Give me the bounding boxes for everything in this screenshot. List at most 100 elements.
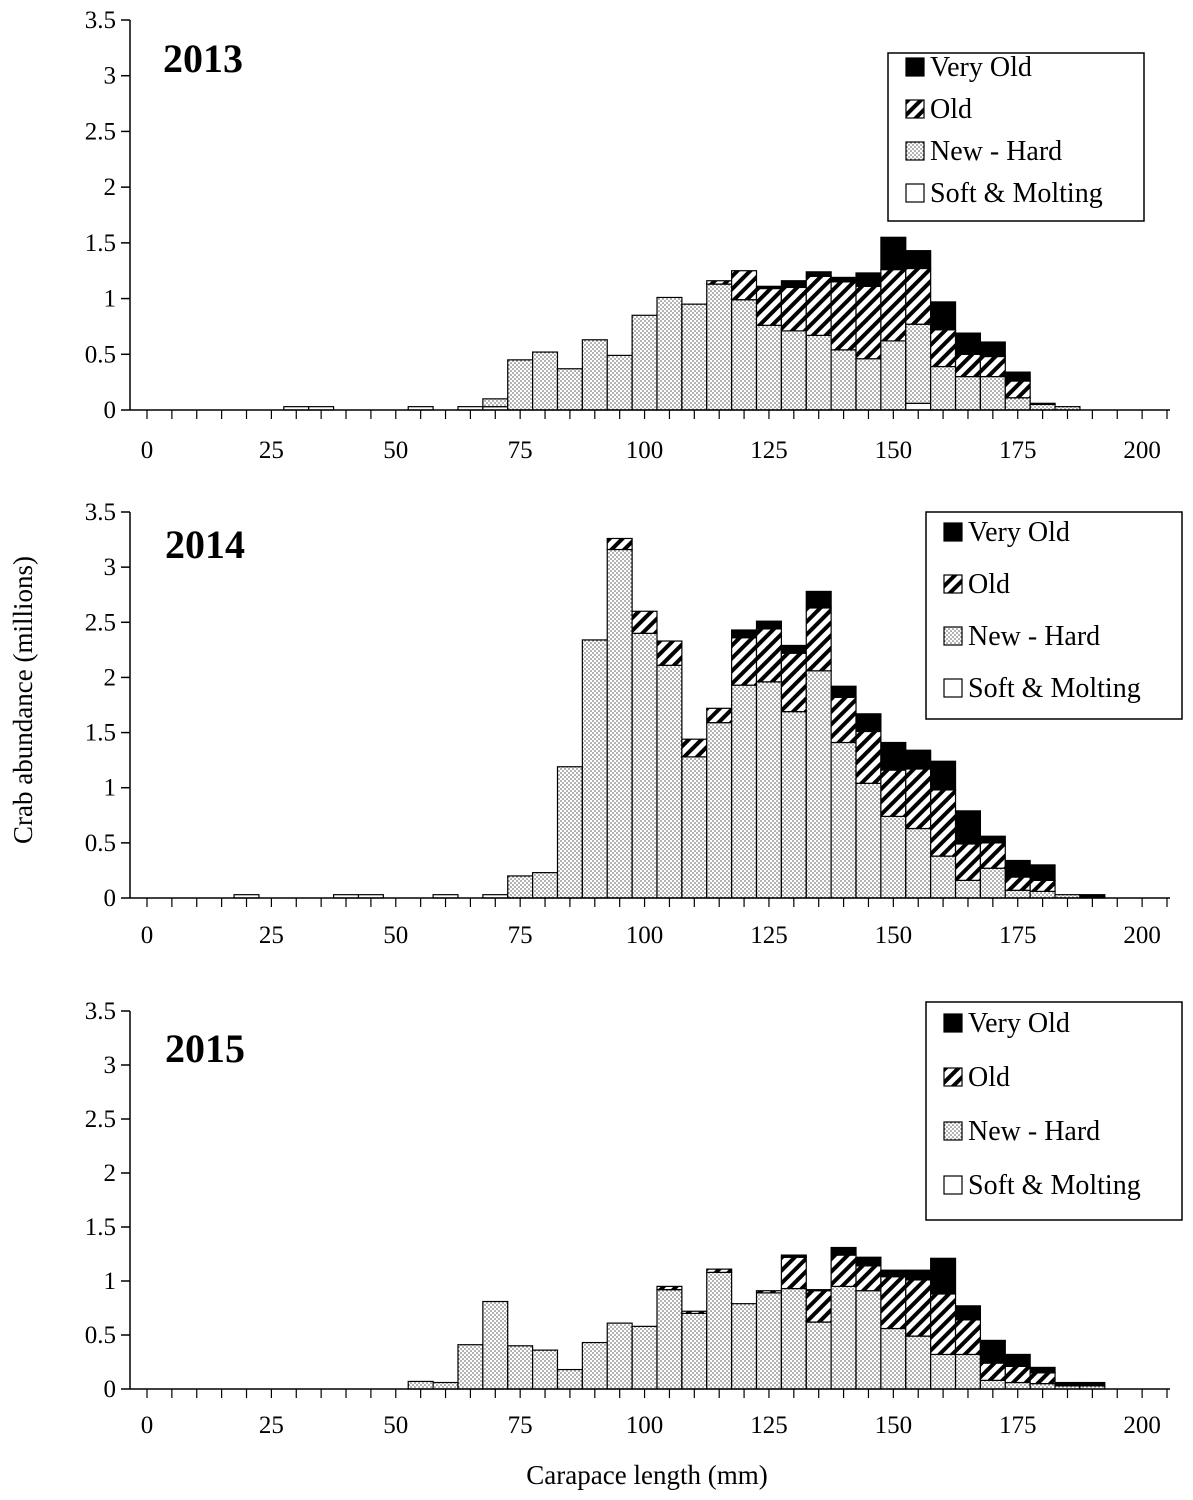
x-tick-label: 125: [750, 922, 788, 949]
bar-new-hard: [731, 1303, 758, 1390]
y-axis-title: Crab abundance (millions): [8, 556, 38, 844]
legend-label-very-old: Very Old: [968, 1008, 1070, 1039]
x-tick-label: 0: [141, 437, 154, 464]
panel-year-label: 2014: [165, 522, 245, 567]
bar-old: [1004, 1365, 1031, 1384]
y-tick-label: 0.5: [85, 341, 116, 368]
legend-label-new-hard: New - Hard: [968, 621, 1100, 652]
legend-swatch-new-hard: [943, 1121, 963, 1141]
legend-label-old: Old: [968, 569, 1010, 600]
bar-new-hard: [880, 815, 907, 899]
bar-new-hard: [805, 1321, 832, 1390]
bar-new-hard: [581, 639, 608, 899]
bar-old: [1029, 879, 1056, 892]
bar-new-hard: [979, 867, 1006, 899]
x-tick-label: 200: [1123, 1412, 1161, 1439]
bar-old: [930, 789, 957, 857]
x-tick-label: 200: [1123, 922, 1161, 949]
legend-label-old: Old: [930, 94, 972, 125]
y-tick-label: 0: [104, 885, 117, 912]
y-tick-label: 1.5: [85, 720, 116, 747]
bar-new-hard: [507, 359, 534, 411]
bar-old: [780, 286, 807, 332]
bar-old: [780, 1256, 807, 1290]
bar-soft-and-molting: [905, 402, 932, 411]
bar-old: [954, 843, 982, 881]
bar-very-old: [855, 1256, 882, 1267]
x-tick-label: 100: [626, 1412, 664, 1439]
x-tick-label: 175: [999, 922, 1037, 949]
bar-very-old: [905, 250, 932, 270]
legend-swatch-soft-and-molting: [905, 183, 925, 203]
legend-swatch-old: [905, 99, 925, 119]
bar-old: [805, 1290, 832, 1323]
y-tick-label: 2.5: [85, 118, 116, 145]
x-tick-label: 75: [508, 437, 533, 464]
y-tick-label: 0: [104, 1376, 117, 1403]
chart-panel-2013: 0 0.5 1 1.5 2 2.5 3 3.5 0 25 50 75 100 125 150 175 200 20…: [85, 7, 1170, 464]
legend: Very Old Old New - Hard Soft & Molting: [925, 1001, 1183, 1221]
legend-label-soft-and-molting: Soft & Molting: [930, 178, 1103, 209]
bar-new-hard: [1004, 397, 1031, 411]
bar-very-old: [755, 620, 782, 630]
bar-new-hard: [855, 1290, 882, 1390]
bar-very-old: [954, 810, 982, 845]
bar-old: [979, 355, 1006, 378]
bar-very-old: [880, 741, 907, 771]
chart-panel-2014: 0 0.5 1 1.5 2 2.5 3 3.5 0 25 50 75 100 125 150 175 200 20…: [85, 499, 1183, 949]
bar-old: [855, 1265, 882, 1292]
bar-new-hard: [407, 1380, 434, 1390]
y-tick-label: 0.5: [85, 830, 116, 857]
bar-old: [1029, 1372, 1056, 1385]
bar-very-old: [1079, 894, 1106, 898]
bar-new-hard: [905, 827, 932, 899]
y-tick-label: 3: [104, 63, 117, 90]
legend-box: [887, 52, 1145, 222]
bar-very-old: [780, 1254, 807, 1258]
bar-old: [656, 1285, 683, 1291]
x-axis-title: Carapace length (mm): [526, 1460, 767, 1490]
legend-swatch-very-old: [943, 522, 963, 542]
legend-swatch-very-old: [943, 1013, 963, 1033]
bar-new-hard: [556, 1368, 583, 1390]
legend-label-new-hard: New - Hard: [930, 136, 1062, 167]
bar-old: [805, 607, 832, 672]
bar-new-hard: [930, 365, 957, 411]
x-tick-label: 100: [626, 922, 664, 949]
bar-new-hard: [631, 1325, 658, 1390]
y-tick-label: 2.5: [85, 1106, 116, 1133]
bar-new-hard: [482, 1300, 509, 1390]
bar-very-old: [805, 590, 832, 609]
bar-new-hard: [606, 548, 633, 899]
bar-new-hard: [681, 1312, 708, 1390]
bar-new-hard: [954, 879, 982, 899]
legend-swatch-old: [943, 1067, 963, 1087]
bar-new-hard: [1029, 403, 1056, 411]
x-tick-label: 125: [750, 1412, 788, 1439]
bar-new-hard: [830, 349, 857, 411]
bar-old: [656, 640, 683, 666]
bar-old: [979, 1362, 1006, 1381]
bar-old: [606, 537, 633, 551]
x-tick-label: 150: [875, 437, 913, 464]
bar-old: [706, 707, 733, 724]
bar-new-hard: [581, 1341, 608, 1390]
bar-very-old: [1004, 859, 1031, 878]
bar-new-hard: [507, 1345, 534, 1390]
bar-very-old: [954, 332, 982, 355]
bar-new-hard: [755, 681, 782, 899]
bar-new-hard: [656, 296, 683, 411]
bar-new-hard: [556, 766, 583, 899]
bar-very-old: [880, 1269, 907, 1278]
bar-new-hard: [905, 1335, 932, 1390]
bar-old: [880, 1276, 907, 1330]
bar-old: [681, 1310, 708, 1314]
y-tick-label: 3.5: [85, 499, 116, 526]
legend-label-new-hard: New - Hard: [968, 1116, 1100, 1147]
bar-new-hard: [954, 375, 982, 411]
bar-old: [830, 281, 857, 351]
bar-new-hard: [930, 1353, 957, 1390]
x-tick-label: 150: [875, 922, 913, 949]
legend-box: [925, 511, 1183, 720]
bar-very-old: [755, 285, 782, 290]
